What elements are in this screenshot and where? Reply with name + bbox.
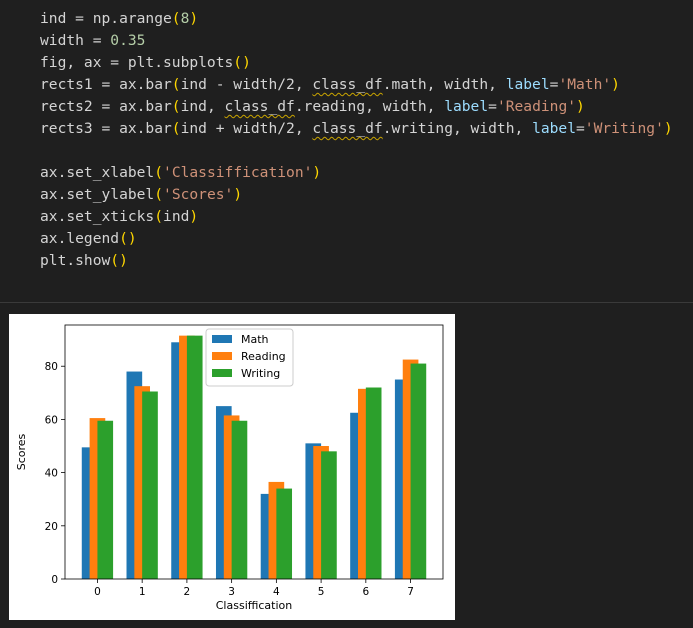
code-token: width = bbox=[40, 32, 111, 49]
code-token: 'Math' bbox=[558, 76, 612, 93]
code-token: .reading, width, bbox=[294, 98, 445, 115]
y-tick-label: 20 bbox=[45, 521, 58, 533]
code-token: ind + width/2, bbox=[180, 120, 313, 137]
code-token: ) bbox=[611, 76, 620, 93]
code-cell[interactable]: ind = np.arange(8) width = 0.35 fig, ax = … bbox=[0, 0, 693, 303]
code-token: ( bbox=[171, 76, 181, 93]
code-token: class_df bbox=[224, 98, 295, 115]
y-tick-label: 80 bbox=[45, 361, 58, 373]
code-line: ax.set_xticks(ind) bbox=[40, 206, 673, 228]
code-token: label bbox=[444, 98, 489, 115]
code-line: ax.set_xlabel('Classiffication') bbox=[40, 162, 673, 184]
code-token: rects3 = ax.bar bbox=[40, 120, 172, 137]
bar-writing-3 bbox=[231, 420, 248, 579]
legend-swatch-reading bbox=[212, 352, 232, 360]
x-tick-label: 7 bbox=[407, 586, 414, 598]
code-token: ) bbox=[233, 186, 243, 203]
code-token: ) bbox=[663, 120, 673, 137]
code-token: () bbox=[233, 54, 251, 71]
bar-writing-7 bbox=[410, 363, 427, 579]
code-token: 'Writing' bbox=[584, 120, 664, 137]
bar-writing-5 bbox=[321, 451, 337, 579]
code-token: plt.show bbox=[40, 252, 111, 269]
bar-writing-2 bbox=[186, 335, 203, 579]
code-editor[interactable]: ind = np.arange(8) width = 0.35 fig, ax = … bbox=[40, 8, 673, 272]
y-tick-label: 40 bbox=[45, 468, 58, 480]
bar-writing-0 bbox=[97, 420, 114, 579]
x-tick-label: 3 bbox=[228, 586, 235, 598]
bar-writing-1 bbox=[142, 391, 158, 579]
bar-writing-6 bbox=[365, 387, 382, 579]
code-token: ax.set_ylabel bbox=[40, 186, 155, 203]
code-token: ind, bbox=[180, 98, 225, 115]
code-token: .math, width, bbox=[382, 76, 506, 93]
code-token: 0.35 bbox=[110, 32, 146, 49]
code-line: width = 0.35 bbox=[40, 30, 673, 52]
x-tick-label: 0 bbox=[94, 586, 101, 598]
legend-label-math: Math bbox=[241, 333, 269, 346]
code-token: .writing, width, bbox=[382, 120, 533, 137]
code-token: rects2 = ax.bar bbox=[40, 98, 172, 115]
code-token: class_df bbox=[312, 120, 383, 137]
code-token: () bbox=[119, 230, 137, 247]
code-token: 'Scores' bbox=[163, 186, 234, 203]
code-token: ax.set_xticks bbox=[40, 208, 155, 225]
output-area: 0 1 2 3 4 5 6 7 0 20 40 60 80 Classiffication Scores Ma… bbox=[0, 304, 693, 628]
code-line bbox=[40, 140, 673, 162]
code-token: label bbox=[532, 120, 576, 137]
code-token: rects1 = ax.bar bbox=[40, 76, 172, 93]
bar-chart: 0 1 2 3 4 5 6 7 0 20 40 60 80 Classiffication Scores Ma… bbox=[15, 324, 444, 612]
legend-label-writing: Writing bbox=[241, 367, 280, 380]
x-tick-label: 2 bbox=[184, 586, 191, 598]
y-tick-label: 60 bbox=[45, 414, 58, 426]
plot-frame bbox=[64, 324, 444, 580]
code-line: rects2 = ax.bar(ind, class_df.reading, w… bbox=[40, 96, 673, 118]
code-token: ) bbox=[189, 10, 199, 27]
code-token: ) bbox=[576, 98, 585, 115]
code-token: ( bbox=[171, 98, 181, 115]
code-token: class_df bbox=[312, 76, 383, 93]
code-token: ( bbox=[171, 120, 181, 137]
code-line: ax.legend() bbox=[40, 228, 673, 250]
code-token: ( bbox=[171, 10, 181, 27]
x-axis-label: Classiffication bbox=[216, 599, 293, 612]
code-token: = bbox=[576, 120, 585, 137]
code-token: label bbox=[505, 76, 550, 93]
code-token: ind - width/2, bbox=[180, 76, 313, 93]
code-token: ind = np.arange bbox=[40, 10, 172, 27]
bar-writing-4 bbox=[276, 488, 293, 579]
code-token: ) bbox=[189, 208, 199, 225]
y-tick-label: 0 bbox=[51, 574, 58, 586]
x-tick-label: 4 bbox=[273, 586, 280, 598]
code-line: rects3 = ax.bar(ind + width/2, class_df.… bbox=[40, 118, 673, 140]
code-token: 8 bbox=[180, 10, 190, 27]
y-axis-label: Scores bbox=[15, 433, 28, 470]
x-tick-label: 5 bbox=[318, 586, 325, 598]
code-token: ) bbox=[312, 164, 322, 181]
code-line: rects1 = ax.bar(ind - width/2, class_df.… bbox=[40, 74, 673, 96]
code-token: () bbox=[110, 252, 128, 269]
code-line: plt.show() bbox=[40, 250, 673, 272]
code-token: ind bbox=[163, 208, 190, 225]
code-line: ax.set_ylabel('Scores') bbox=[40, 184, 673, 206]
code-token: ax.legend bbox=[40, 230, 120, 247]
code-token: = bbox=[549, 76, 559, 93]
code-token: ( bbox=[154, 186, 164, 203]
plot-output: 0 1 2 3 4 5 6 7 0 20 40 60 80 Classiffication Scores Ma… bbox=[9, 314, 455, 620]
legend-label-reading: Reading bbox=[241, 350, 286, 363]
code-token: ax.set_xlabel bbox=[40, 164, 155, 181]
code-token: fig, ax = plt.subplots bbox=[40, 54, 234, 71]
code-line: ind = np.arange(8) bbox=[40, 8, 673, 30]
code-line: fig, ax = plt.subplots() bbox=[40, 52, 673, 74]
code-token: ( bbox=[154, 208, 164, 225]
code-token: ( bbox=[154, 164, 164, 181]
code-token: 'Classiffication' bbox=[163, 164, 313, 181]
x-tick-label: 6 bbox=[362, 586, 369, 598]
legend-swatch-writing bbox=[212, 369, 232, 377]
x-tick-label: 1 bbox=[139, 586, 146, 598]
code-token: 'Reading' bbox=[496, 98, 577, 115]
code-token: = bbox=[488, 98, 497, 115]
legend-swatch-math bbox=[212, 335, 232, 343]
